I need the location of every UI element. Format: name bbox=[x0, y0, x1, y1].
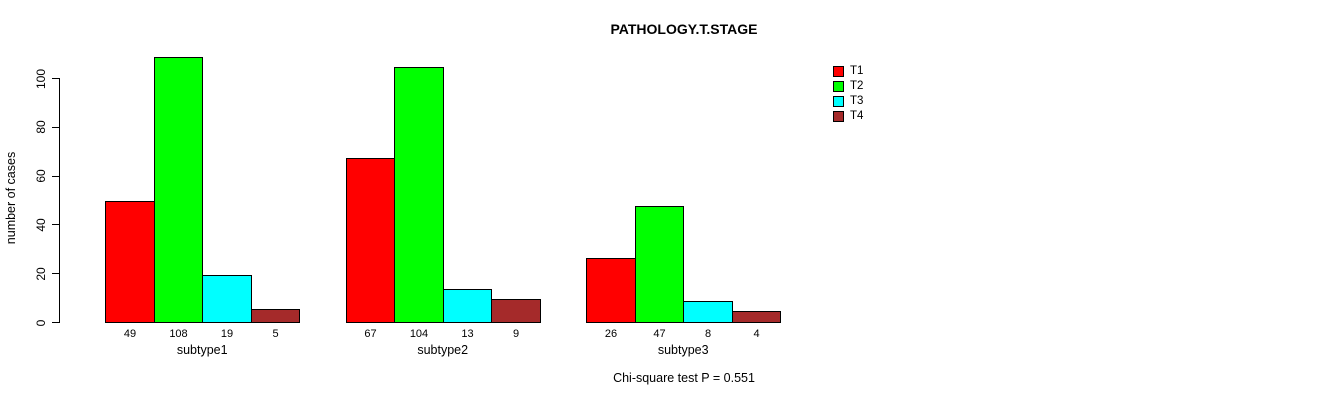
y-axis-tick bbox=[52, 176, 59, 177]
bar-T3-subtype2 bbox=[443, 289, 492, 323]
y-axis-tick bbox=[52, 273, 59, 274]
y-tick-label: 0 bbox=[34, 319, 48, 326]
bar-value-label: 49 bbox=[123, 328, 137, 340]
legend-item-T2: T2 bbox=[833, 79, 893, 94]
bar-value-label: 5 bbox=[272, 328, 279, 340]
x-category-label: subtype3 bbox=[657, 343, 709, 357]
y-tick-label: 60 bbox=[34, 169, 48, 183]
legend-swatch-T1 bbox=[833, 66, 844, 77]
y-axis-tick bbox=[52, 224, 59, 225]
bar-T2-subtype2 bbox=[394, 67, 444, 323]
chart-title: PATHOLOGY.T.STAGE bbox=[610, 21, 758, 37]
legend-label: T2 bbox=[850, 80, 864, 92]
y-tick-label: 100 bbox=[34, 68, 48, 89]
legend: T1 T2 T3 T4 bbox=[833, 64, 893, 126]
legend-item-T1: T1 bbox=[833, 64, 893, 79]
bar-T1-subtype1 bbox=[105, 201, 155, 323]
y-axis-tick bbox=[52, 322, 59, 323]
bar-T3-subtype3 bbox=[683, 301, 733, 323]
bar-value-label: 67 bbox=[364, 328, 377, 340]
bar-value-label: 26 bbox=[604, 328, 618, 340]
legend-label: T4 bbox=[850, 110, 864, 122]
legend-label: T3 bbox=[850, 95, 864, 107]
legend-item-T3: T3 bbox=[833, 94, 893, 109]
bar-value-label: 47 bbox=[653, 328, 666, 340]
y-axis-tick bbox=[52, 127, 59, 128]
legend-swatch-T3 bbox=[833, 96, 844, 107]
legend-label: T1 bbox=[850, 65, 864, 77]
legend-swatch-T4 bbox=[833, 111, 844, 122]
bar-T4-subtype3 bbox=[732, 311, 781, 323]
y-tick-label: 80 bbox=[34, 120, 48, 134]
chi-square-note: Chi-square test P = 0.551 bbox=[613, 371, 755, 385]
bar-T1-subtype2 bbox=[346, 158, 395, 323]
bar-T2-subtype1 bbox=[154, 57, 203, 323]
bar-value-label: 9 bbox=[512, 328, 520, 340]
bar-value-label: 4 bbox=[753, 328, 760, 340]
y-axis-tick bbox=[52, 78, 59, 79]
bar-T4-subtype1 bbox=[251, 309, 300, 323]
y-axis-line bbox=[59, 77, 60, 323]
bar-value-label: 13 bbox=[461, 328, 474, 340]
y-tick-label: 40 bbox=[34, 218, 48, 232]
bar-T4-subtype2 bbox=[491, 299, 541, 323]
y-tick-label: 20 bbox=[34, 267, 48, 281]
legend-item-T4: T4 bbox=[833, 109, 893, 124]
bar-T1-subtype3 bbox=[586, 258, 636, 323]
x-category-label: subtype2 bbox=[417, 343, 469, 357]
bar-value-label: 108 bbox=[169, 328, 188, 340]
legend-swatch-T2 bbox=[833, 81, 844, 92]
bar-T3-subtype1 bbox=[202, 275, 252, 323]
bar-value-label: 8 bbox=[704, 328, 712, 340]
bar-value-label: 19 bbox=[220, 328, 234, 340]
bar-value-label: 104 bbox=[409, 328, 429, 340]
x-category-label: subtype1 bbox=[176, 343, 228, 357]
bar-T2-subtype3 bbox=[635, 206, 684, 323]
